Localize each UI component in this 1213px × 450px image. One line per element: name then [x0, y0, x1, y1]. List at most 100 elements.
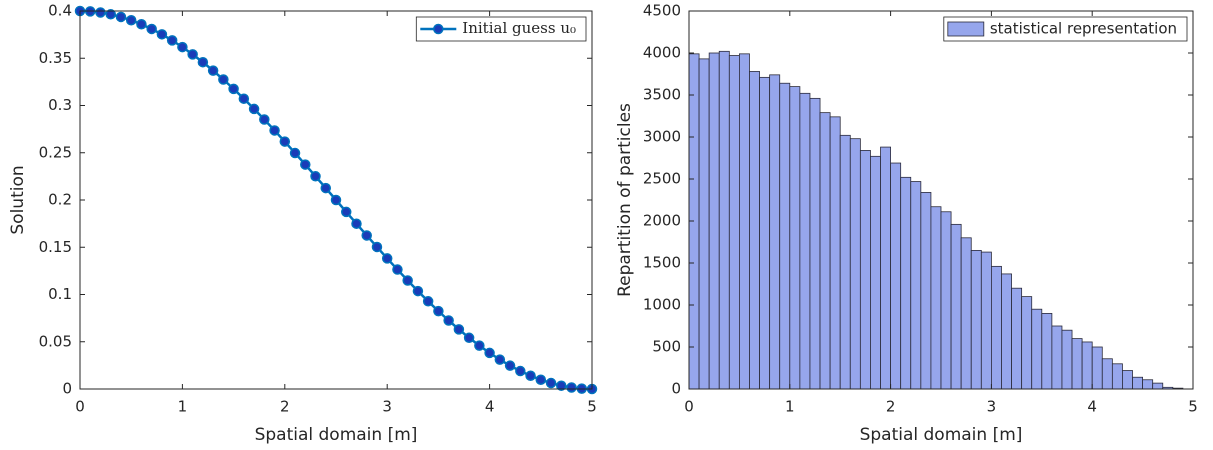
bar [749, 71, 760, 390]
bar [1081, 341, 1093, 390]
bar [1031, 308, 1043, 390]
y-tick-label: 1000 [643, 296, 681, 314]
y-tick-label: 500 [652, 338, 681, 356]
marker [525, 370, 536, 382]
bar [1122, 370, 1133, 390]
y-tick-label: 0.2 [48, 191, 72, 209]
x-tick-label: 0 [75, 398, 85, 416]
bar [960, 237, 972, 390]
marker [125, 15, 137, 26]
bar [799, 92, 811, 390]
y-tick-label: 0 [671, 380, 681, 398]
bar [1061, 329, 1073, 390]
x-tick-label: 4 [485, 398, 495, 416]
marker [197, 56, 209, 68]
marker [228, 83, 239, 95]
y-tick-label: 0.35 [39, 49, 72, 67]
x-axis-label: Spatial domain [m] [860, 425, 1023, 445]
bar [920, 192, 932, 390]
x-tick-label: 0 [684, 398, 694, 416]
bar [708, 52, 720, 390]
y-tick-label: 0.4 [48, 2, 72, 20]
marker [515, 365, 526, 377]
bar [880, 146, 892, 390]
subplot: 0 1 2 3 4 5 0 0.05 0.1 0.15 0.2 0.25 0.3 0.35 0.4 Spati… [8, 2, 598, 445]
bar [940, 211, 952, 390]
bar [890, 162, 902, 390]
bar [1071, 338, 1083, 390]
marker [402, 275, 413, 286]
bar [1091, 346, 1103, 390]
y-tick-label: 3000 [643, 128, 681, 146]
x-tick-label: 3 [987, 398, 997, 416]
bar [789, 86, 801, 390]
marker [484, 347, 495, 359]
marker [535, 374, 547, 385]
y-tick-label: 0.1 [48, 285, 72, 303]
x-tick-label: 5 [587, 398, 597, 416]
legend-swatch [433, 23, 444, 35]
marker [556, 380, 567, 391]
marker [279, 136, 291, 147]
bar [980, 251, 992, 390]
bar [1132, 376, 1144, 390]
marker [218, 74, 229, 85]
bar [1021, 296, 1033, 390]
legend-label: Initial guess u₀ [462, 19, 576, 37]
bar [930, 206, 942, 390]
bar [769, 74, 781, 390]
marker [340, 206, 352, 218]
marker [289, 147, 301, 159]
marker [187, 49, 198, 60]
subplot: 0 1 2 3 4 5 0 500 1000 1500 2000 2500 3000 3500 4000 45… [615, 2, 1198, 446]
bar [1011, 287, 1023, 390]
marker [136, 18, 147, 30]
bar [829, 116, 841, 390]
x-tick-label: 5 [1188, 398, 1198, 416]
y-axis-label: Repartition of particles [615, 103, 635, 297]
marker [300, 159, 311, 170]
bar [739, 53, 750, 390]
bar [859, 150, 871, 390]
marker [95, 7, 106, 18]
marker [310, 171, 321, 182]
bar [910, 181, 922, 390]
bar [1001, 273, 1012, 390]
marker [248, 103, 260, 115]
marker [433, 305, 444, 317]
marker [156, 29, 168, 40]
bar [819, 112, 831, 390]
bar [698, 58, 710, 390]
marker [207, 65, 219, 76]
x-tick-label: 2 [886, 398, 896, 416]
y-tick-label: 4000 [643, 44, 681, 62]
marker [115, 11, 127, 23]
marker [238, 93, 250, 104]
y-tick-label: 0.15 [39, 238, 72, 256]
bar [900, 176, 912, 390]
bar [839, 134, 851, 390]
legend-swatch [947, 21, 985, 37]
marker [177, 41, 188, 53]
x-tick-label: 1 [178, 398, 188, 416]
y-tick-label: 1500 [643, 254, 681, 272]
y-tick-label: 4500 [643, 2, 681, 20]
marker [371, 241, 383, 253]
marker [381, 253, 393, 264]
bar [1051, 325, 1063, 390]
legend-box [943, 16, 1188, 42]
bar [849, 138, 861, 390]
y-tick-label: 0.05 [39, 332, 72, 350]
marker [474, 340, 485, 351]
y-tick-label: 0.3 [48, 96, 72, 114]
bar [991, 265, 1002, 390]
bar [759, 76, 771, 390]
y-tick-label: 0 [62, 380, 72, 398]
marker [463, 332, 475, 344]
marker [494, 354, 506, 365]
y-axis-label: Solution [8, 165, 28, 234]
marker [269, 125, 280, 136]
bar [718, 50, 730, 390]
marker [259, 114, 270, 125]
